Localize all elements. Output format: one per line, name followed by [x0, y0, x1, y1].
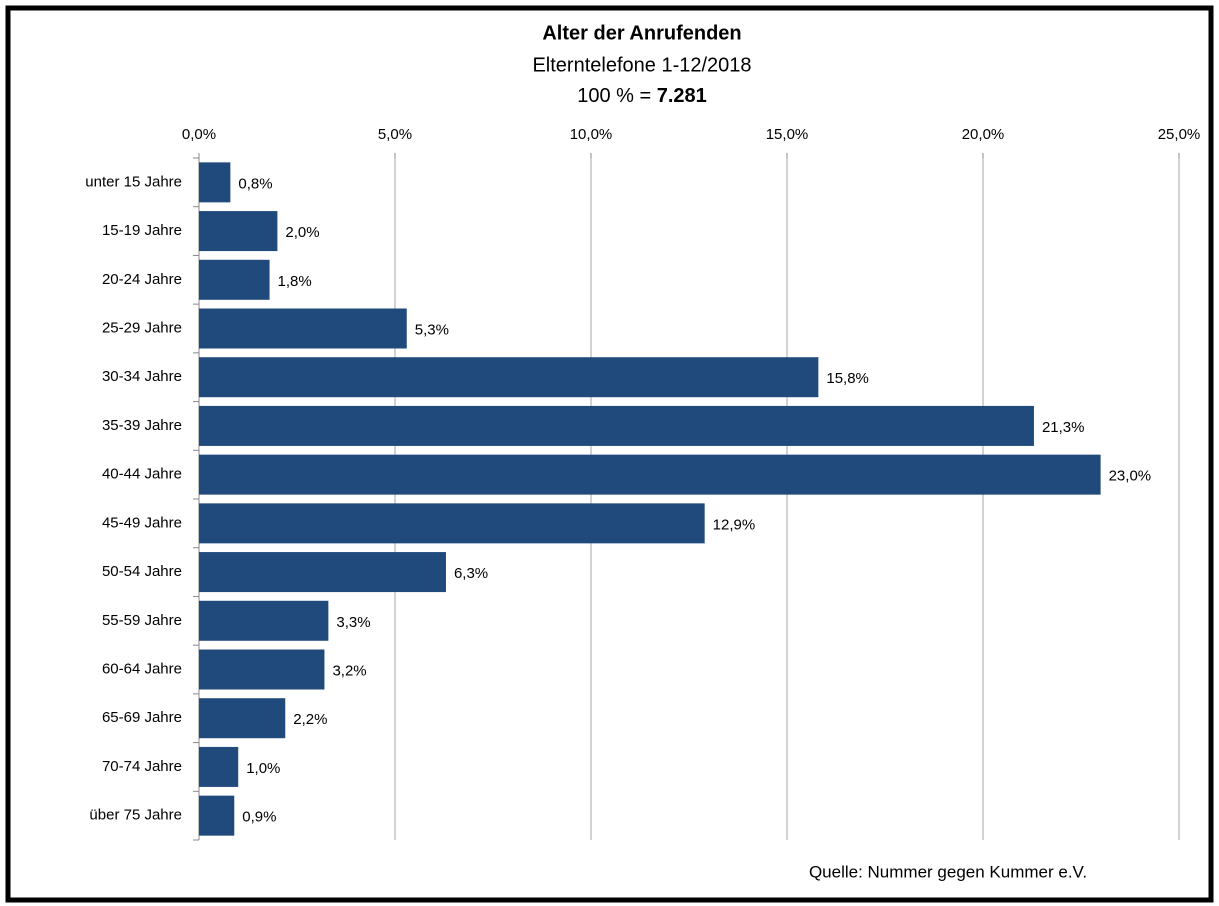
bar	[199, 454, 1101, 495]
source: Quelle: Nummer gegen Kummer e.V.	[809, 862, 1087, 881]
bar	[199, 308, 407, 349]
x-tick-label: 20,0%	[962, 126, 1005, 143]
bar	[199, 259, 270, 300]
y-tick-label: 55-59 Jahre	[102, 612, 182, 629]
bar	[199, 162, 231, 203]
total: 7.281	[657, 85, 707, 107]
bar	[199, 211, 278, 252]
data-label: 12,9%	[713, 516, 756, 533]
chart-subtitle: Elterntelefone 1-12/2018	[532, 54, 751, 76]
y-tick-label: 65-69 Jahre	[102, 709, 182, 726]
x-tick-label: 25,0%	[1158, 126, 1201, 143]
bar	[199, 746, 239, 787]
data-label: 3,3%	[336, 614, 370, 631]
x-tick-label: 0,0%	[182, 126, 216, 143]
bar	[199, 357, 819, 398]
chart-title: Alter der Anrufenden	[542, 22, 741, 44]
bar	[199, 552, 446, 593]
data-label: 5,3%	[415, 321, 449, 338]
y-tick-label: 50-54 Jahre	[102, 563, 182, 580]
data-label: 2,0%	[285, 224, 319, 241]
bar	[199, 600, 329, 641]
y-tick-label: 70-74 Jahre	[102, 758, 182, 775]
data-label: 3,2%	[332, 662, 366, 679]
bar	[199, 503, 705, 544]
data-label: 0,8%	[238, 175, 272, 192]
y-tick-label: 25-29 Jahre	[102, 319, 182, 336]
x-tick-label: 5,0%	[378, 126, 412, 143]
data-label: 1,8%	[278, 273, 312, 290]
data-label: 2,2%	[293, 711, 327, 728]
data-label: 6,3%	[454, 565, 488, 582]
y-tick-label: 40-44 Jahre	[102, 466, 182, 483]
total-line: 100 % = 7.281	[577, 85, 707, 107]
y-tick-label: 30-34 Jahre	[102, 368, 182, 385]
data-label: 1,0%	[246, 760, 280, 777]
y-tick-label: 35-39 Jahre	[102, 417, 182, 434]
data-label: 21,3%	[1042, 419, 1085, 436]
y-tick-label: 60-64 Jahre	[102, 660, 182, 677]
total-label: 100 % =	[577, 85, 651, 107]
x-tick-label: 10,0%	[570, 126, 613, 143]
bar	[199, 698, 286, 739]
x-tick-label: 15,0%	[766, 126, 809, 143]
y-tick-label: 15-19 Jahre	[102, 222, 182, 239]
data-label: 0,9%	[242, 809, 276, 826]
y-tick-label: unter 15 Jahre	[85, 173, 182, 190]
y-tick-label: 20-24 Jahre	[102, 271, 182, 288]
y-tick-label: über 75 Jahre	[89, 807, 182, 824]
data-label: 15,8%	[826, 370, 869, 387]
bar	[199, 405, 1034, 446]
bar	[199, 649, 325, 690]
bar	[199, 795, 235, 836]
data-label: 23,0%	[1109, 468, 1152, 485]
y-tick-label: 45-49 Jahre	[102, 514, 182, 531]
